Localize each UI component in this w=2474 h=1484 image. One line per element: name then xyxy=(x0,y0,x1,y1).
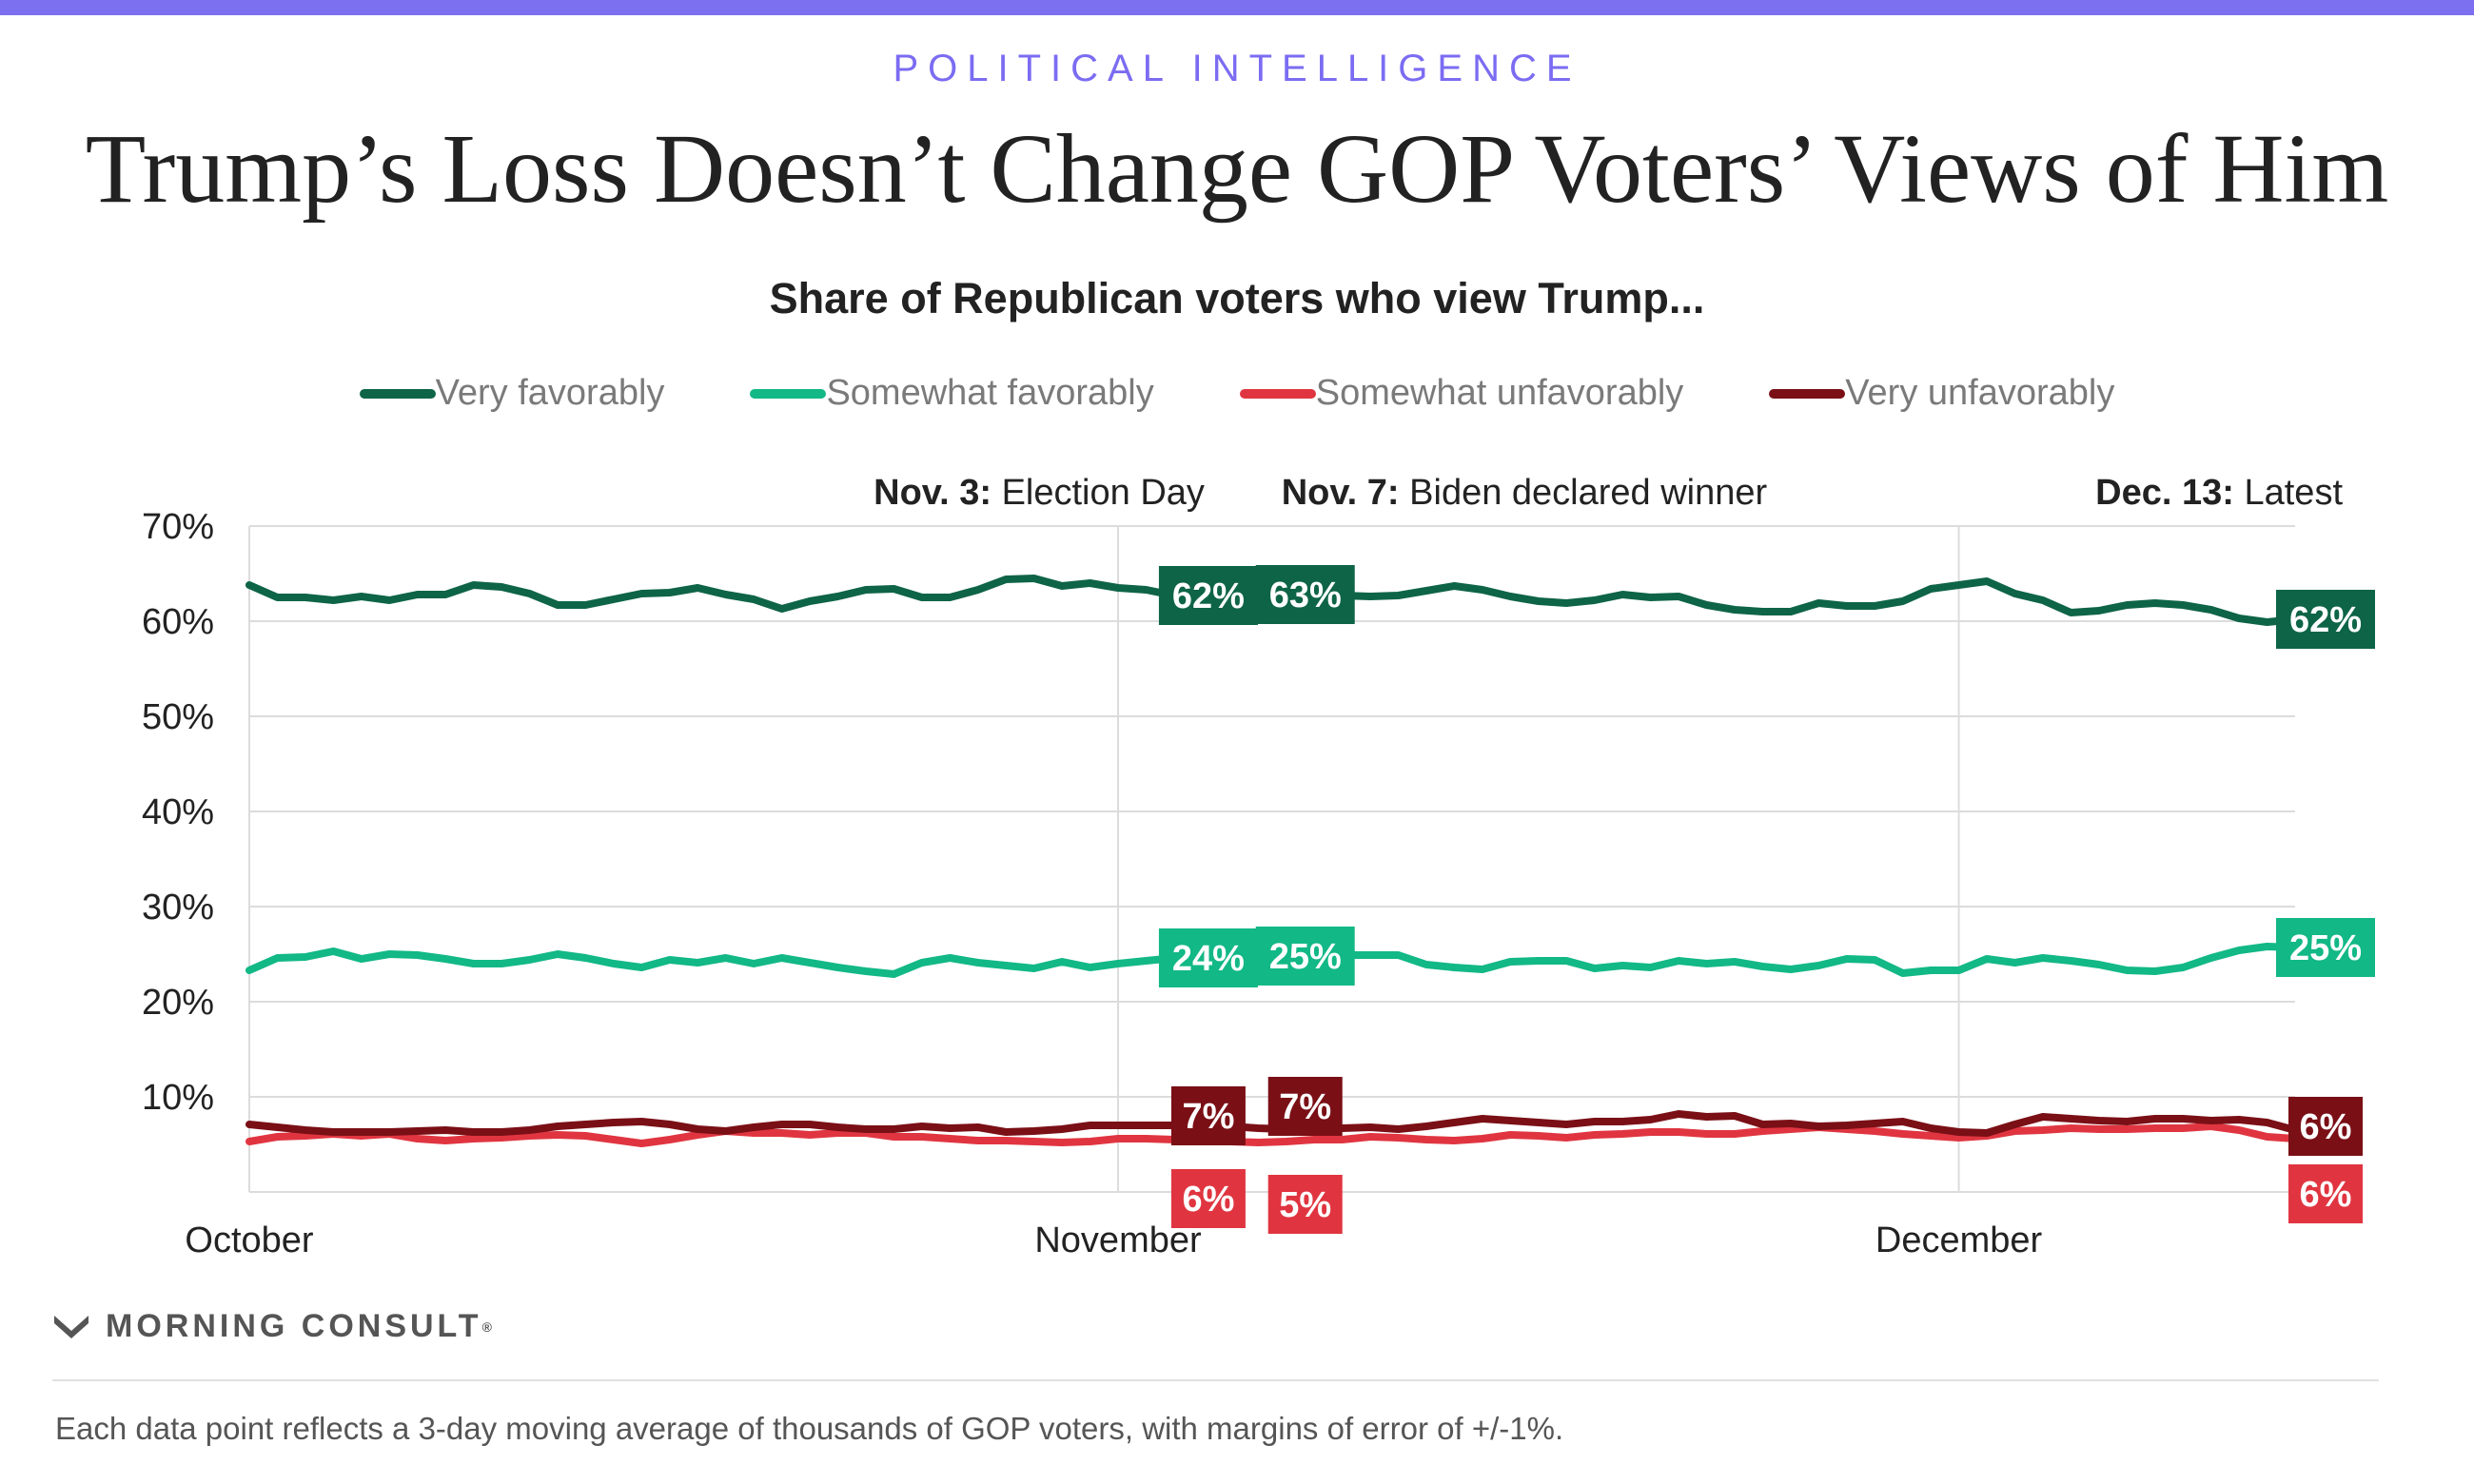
y-tick-label: 50% xyxy=(142,697,214,737)
page-title: Trump’s Loss Doesn’t Change GOP Voters’ … xyxy=(85,114,2389,224)
legend-item-very-unfavorably: Very unfavorably xyxy=(1769,373,2114,414)
y-tick-label: 20% xyxy=(142,983,214,1023)
data-label-box-somewhat-favorably xyxy=(2276,918,2375,977)
legend-swatch xyxy=(359,388,436,399)
data-label-box-somewhat-unfavorably xyxy=(1267,1175,1343,1234)
data-label-box-somewhat-unfavorably xyxy=(2288,1164,2363,1223)
data-label-very-favorably: 63% xyxy=(1269,576,1342,615)
data-label-box-somewhat-favorably xyxy=(1158,928,1258,987)
data-label-somewhat-favorably: 24% xyxy=(1172,939,1245,979)
legend-label: Somewhat unfavorably xyxy=(1315,373,1684,413)
data-label-somewhat-unfavorably: 5% xyxy=(1279,1185,1331,1225)
legend-item-somewhat-unfavorably: Somewhat unfavorably xyxy=(1239,373,1684,414)
legend-swatch xyxy=(750,388,827,399)
data-label-box-very-unfavorably xyxy=(1170,1086,1246,1145)
data-label-box-very-unfavorably xyxy=(2288,1097,2363,1156)
chart-subtitle: Share of Republican voters who view Trum… xyxy=(769,274,1705,322)
data-label-box-somewhat-favorably xyxy=(1255,927,1355,986)
y-tick-label: 10% xyxy=(142,1078,214,1118)
data-label-box-very-unfavorably xyxy=(1267,1077,1343,1136)
y-tick-label: 70% xyxy=(142,507,214,547)
line-chart: 10%20%30%40%50%60%70%October November Dece… xyxy=(142,473,2375,1260)
data-label-somewhat-unfavorably: 6% xyxy=(2300,1175,2352,1215)
legend-item-very-favorably: Very favorably xyxy=(359,373,665,414)
data-label-very-favorably: 62% xyxy=(2289,600,2362,640)
data-label-somewhat-favorably: 25% xyxy=(1269,937,1342,977)
legend-swatch xyxy=(1239,388,1316,399)
data-label-box-very-favorably xyxy=(1158,566,1258,625)
footer-divider xyxy=(52,1379,2379,1381)
data-label-very-unfavorably: 7% xyxy=(1279,1087,1331,1127)
y-tick-label: 60% xyxy=(142,602,214,642)
series-line-somewhat-unfavorably xyxy=(245,1123,2299,1147)
data-label-box-very-favorably xyxy=(2276,590,2375,649)
y-tick-label: 30% xyxy=(142,888,214,928)
top-accent-bar xyxy=(0,0,2474,15)
morning-consult-logo-icon xyxy=(54,1315,88,1338)
y-tick-label: 40% xyxy=(142,792,214,832)
annotation-label: Nov. 3: Election Day xyxy=(874,473,1205,513)
legend-item-somewhat-favorably: Somewhat favorably xyxy=(750,373,1154,414)
data-label-very-unfavorably: 6% xyxy=(2300,1107,2352,1147)
legend-label: Somewhat favorably xyxy=(826,373,1154,413)
data-label-somewhat-favorably: 25% xyxy=(2289,928,2362,968)
brand-registered-mark: ® xyxy=(481,1318,492,1335)
kicker: POLITICAL INTELLIGENCE xyxy=(893,48,1581,89)
legend-swatch xyxy=(1769,388,1846,399)
chart-legend: Very favorably Somewhat favorably Somewh… xyxy=(0,373,2474,414)
data-label-box-very-favorably xyxy=(1255,565,1355,624)
footnote: Each data point reflects a 3-day moving … xyxy=(55,1411,1564,1446)
brand-name: MORNING CONSULT xyxy=(106,1308,482,1344)
brand: MORNING CONSULT ® xyxy=(52,1308,492,1345)
x-tick-label: December xyxy=(1875,1220,2043,1260)
data-label-box-somewhat-unfavorably xyxy=(1170,1169,1246,1228)
legend-label: Very unfavorably xyxy=(1845,373,2115,413)
annotation-label: Dec. 13: Latest xyxy=(2095,473,2343,513)
annotation-label: Nov. 7: Biden declared winner xyxy=(1282,473,1768,513)
legend-label: Very favorably xyxy=(435,373,665,413)
data-label-somewhat-unfavorably: 6% xyxy=(1182,1180,1234,1220)
data-label-very-favorably: 62% xyxy=(1172,576,1245,616)
data-label-very-unfavorably: 7% xyxy=(1182,1097,1234,1137)
x-tick-label: October xyxy=(185,1220,314,1260)
